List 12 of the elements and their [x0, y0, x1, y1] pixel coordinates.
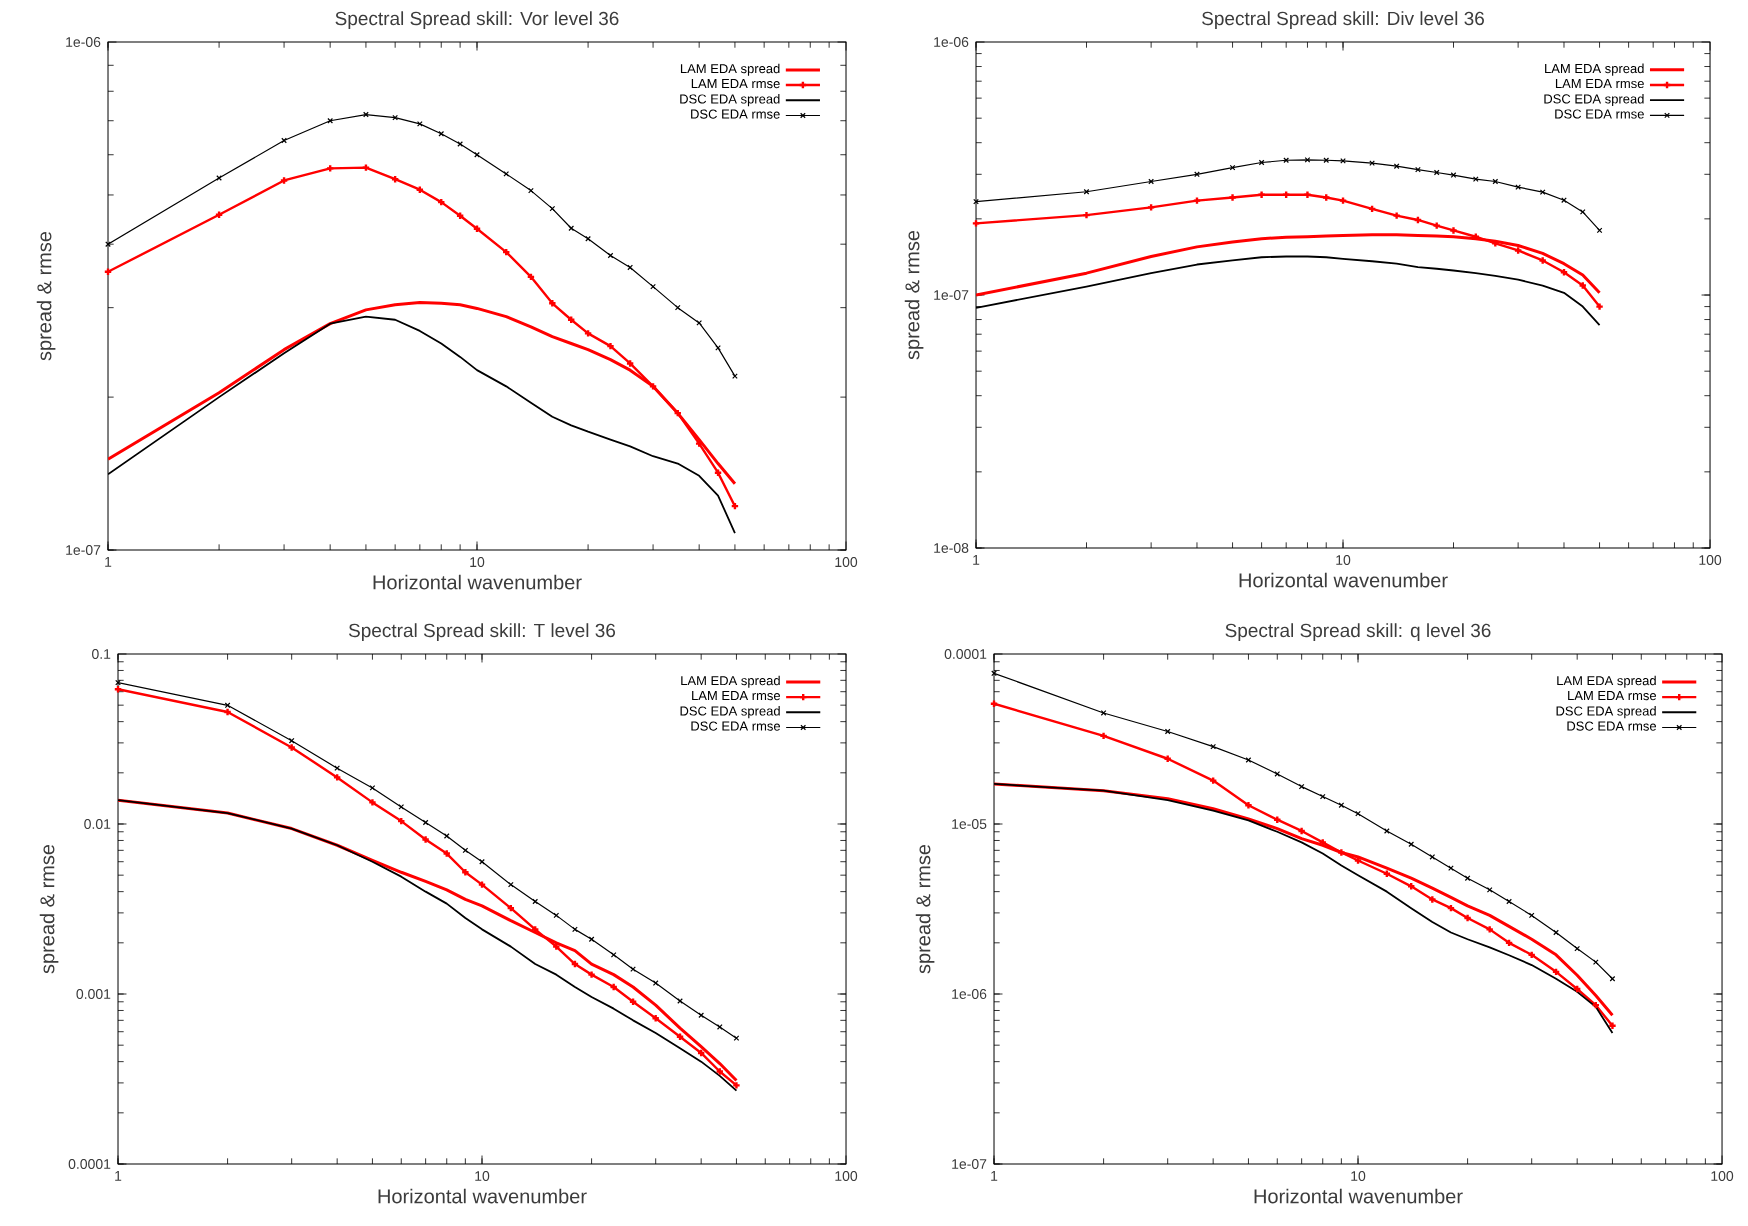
x-axis-title: Horizontal wavenumber [373, 574, 582, 590]
y-axis-title: spread & rmse [39, 844, 59, 974]
chart-title: Spectral Spread skill: Div level 36 [1202, 11, 1484, 29]
chart-title: Spectral Spread skill: Vor level 36 [335, 11, 619, 29]
y-axis-title: spread & rmse [915, 844, 935, 974]
y-axis-title: spread & rmse [904, 230, 924, 360]
y-axis-title: spread & rmse [36, 231, 56, 361]
x-axis-title: Horizontal wavenumber [1239, 572, 1448, 588]
x-axis-title: Horizontal wavenumber [1254, 1188, 1463, 1204]
chart-title: Spectral Spread skill: T level 36 [348, 623, 616, 641]
x-axis-title: Horizontal wavenumber [378, 1188, 587, 1204]
chart-title: Spectral Spread skill: q level 36 [1225, 623, 1491, 641]
